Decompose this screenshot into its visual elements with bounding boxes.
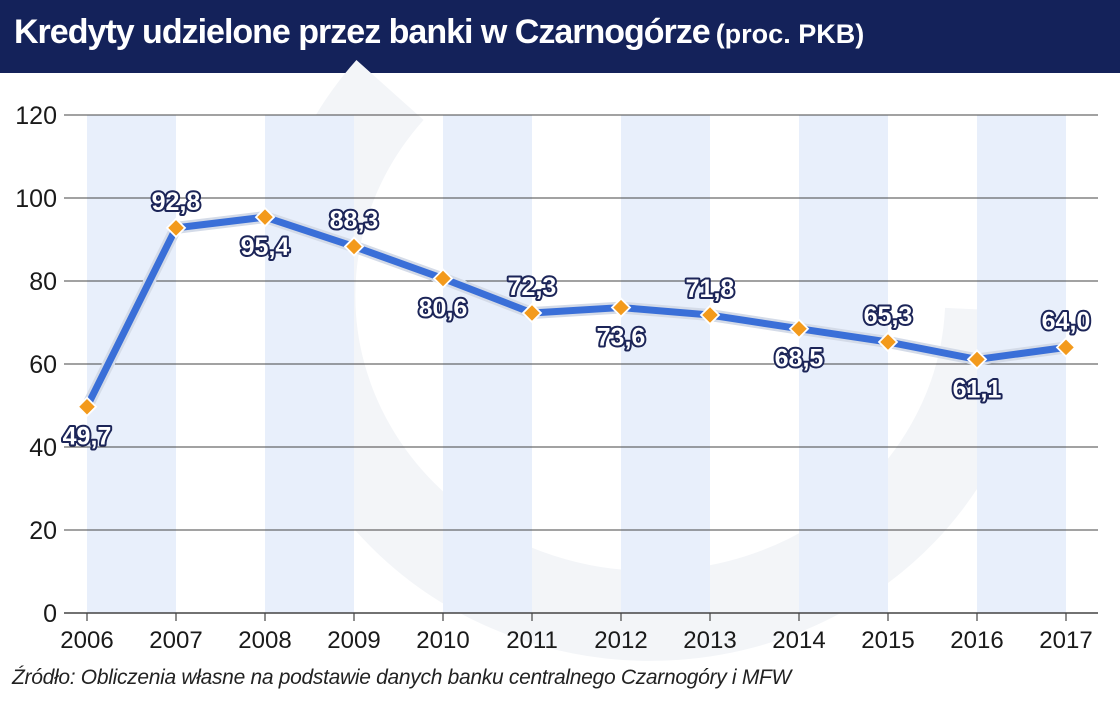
x-tick-label: 2006 (60, 627, 113, 654)
data-point-2012 (610, 297, 632, 318)
data-label-2012: 73,6 (597, 324, 646, 352)
x-axis-ticks: 2006 2007 2008 2009 2010 2011 2012 2013 2014 2015… (60, 613, 1093, 654)
x-tick-label: 2007 (149, 627, 202, 654)
x-tick-label: 2008 (238, 627, 291, 654)
data-point-2016 (966, 349, 988, 370)
data-label-2016: 61,1 (953, 375, 1002, 403)
source-note: Źródło: Obliczenia własne na podstawie d… (12, 666, 792, 689)
data-label-2015: 65,3 (864, 302, 913, 330)
data-label-2010: 80,6 (419, 295, 468, 323)
data-label-2013: 71,8 (686, 275, 735, 303)
y-tick-label: 80 (29, 268, 57, 296)
data-label-2017: 64,0 (1042, 307, 1091, 335)
data-point-2008 (254, 206, 276, 228)
x-tick-label: 2011 (506, 627, 558, 654)
chart-subtitle: (proc. PKB) (715, 19, 865, 49)
y-axis-ticks: 0 20 40 60 80 100 120 (15, 102, 57, 628)
chart-title: Kredyty udzielone przez banki w Czarnogó… (14, 13, 711, 51)
data-point-2017 (1055, 337, 1077, 358)
data-label-2007: 92,8 (152, 188, 201, 216)
data-point-2007 (165, 217, 187, 239)
data-point-2015 (877, 331, 899, 353)
data-point-2014 (788, 318, 810, 339)
y-tick-label: 0 (43, 600, 57, 628)
chart-header: Kredyty udzielone przez banki w Czarnogó… (0, 0, 1120, 73)
data-label-2006: 49,7 (63, 423, 112, 451)
y-tick-label: 60 (29, 351, 57, 379)
x-tick-label: 2016 (950, 627, 1003, 654)
y-tick-label: 20 (29, 517, 57, 545)
data-label-2014: 68,5 (775, 345, 824, 373)
y-tick-label: 40 (29, 434, 57, 462)
x-tick-label: 2009 (327, 627, 380, 654)
grid-lines (64, 114, 1098, 614)
x-tick-label: 2017 (1039, 627, 1092, 654)
data-point-2010 (432, 268, 454, 289)
data-label-2008: 95,4 (241, 233, 290, 261)
series-line (83, 213, 1070, 411)
data-point-2006 (76, 396, 98, 418)
y-tick-label: 120 (15, 102, 57, 130)
x-tick-label: 2015 (861, 627, 914, 654)
data-markers (76, 206, 1077, 418)
x-tick-label: 2010 (416, 627, 469, 654)
data-point-2009 (343, 236, 365, 257)
x-tick-label: 2012 (594, 627, 647, 654)
data-point-2011 (521, 302, 543, 324)
x-tick-label: 2013 (683, 627, 736, 654)
data-series (81, 211, 1072, 413)
x-tick-label: 2014 (772, 627, 825, 654)
data-point-2013 (699, 304, 721, 326)
data-label-2009: 88,3 (330, 207, 379, 235)
data-label-2011: 72,3 (508, 273, 557, 301)
y-tick-label: 100 (15, 185, 57, 213)
data-labels: 49,7 92,8 95,4 88,3 80,6 72,3 73,6 71,8 68,5 65,3… (61, 186, 1093, 453)
